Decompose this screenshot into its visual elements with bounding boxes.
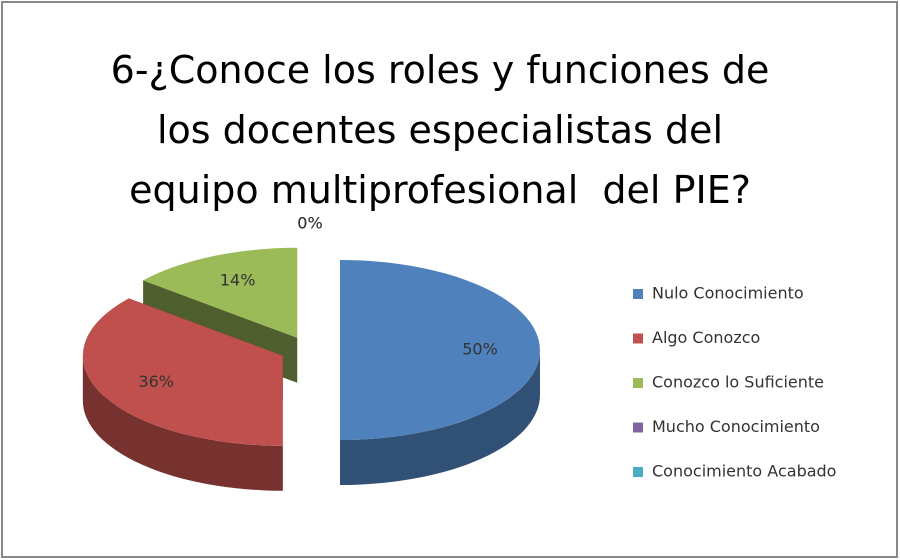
legend-swatch <box>633 333 643 344</box>
legend-swatch <box>633 289 643 299</box>
chart-title: 6-¿Conoce los roles y funciones de los d… <box>110 48 782 212</box>
slice-top <box>82 298 283 446</box>
data-label: 50% <box>462 340 498 359</box>
pie-slice <box>82 298 283 491</box>
data-label: 0% <box>297 214 322 233</box>
slice-wall <box>340 350 540 485</box>
legend-swatch <box>633 422 643 433</box>
legend-label: Algo Conozco <box>652 328 760 347</box>
slice-wall <box>82 355 283 491</box>
slice-top <box>143 247 298 338</box>
pie-slice <box>340 260 540 485</box>
legend-swatch <box>633 378 643 388</box>
legend-swatch <box>633 467 643 477</box>
data-label: 36% <box>138 372 174 391</box>
legend-label: Nulo Conocimiento <box>652 284 804 303</box>
legend-label: Conozco lo Suficiente <box>652 373 824 392</box>
data-label: 0% <box>297 214 322 233</box>
data-label: 14% <box>220 270 256 289</box>
legend-label: Mucho Conocimiento <box>652 417 820 436</box>
legend-label: Conocimiento Acabado <box>652 462 836 481</box>
slice-top <box>340 260 540 440</box>
